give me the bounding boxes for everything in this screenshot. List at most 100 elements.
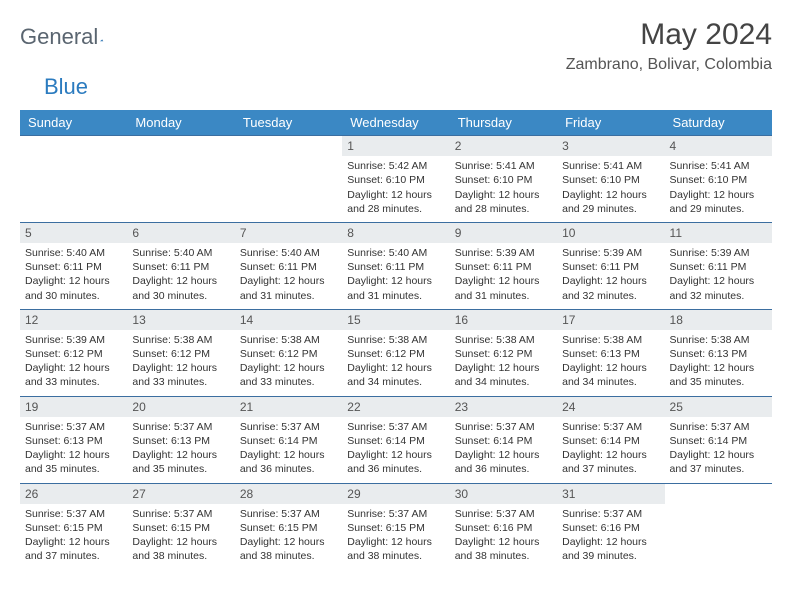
sunset-line: Sunset: 6:15 PM bbox=[25, 521, 122, 535]
sunset-line: Sunset: 6:15 PM bbox=[347, 521, 444, 535]
sunset-line: Sunset: 6:12 PM bbox=[240, 347, 337, 361]
sunrise-line: Sunrise: 5:38 AM bbox=[132, 333, 229, 347]
day-cell: 23Sunrise: 5:37 AMSunset: 6:14 PMDayligh… bbox=[450, 397, 557, 483]
daylight-line: Daylight: 12 hours and 37 minutes. bbox=[670, 448, 767, 476]
sunrise-line: Sunrise: 5:39 AM bbox=[562, 246, 659, 260]
day-cell: 14Sunrise: 5:38 AMSunset: 6:12 PMDayligh… bbox=[235, 310, 342, 396]
day-cell bbox=[20, 136, 127, 222]
sunset-line: Sunset: 6:14 PM bbox=[455, 434, 552, 448]
daylight-line: Daylight: 12 hours and 38 minutes. bbox=[455, 535, 552, 563]
week-row: 12Sunrise: 5:39 AMSunset: 6:12 PMDayligh… bbox=[20, 309, 772, 396]
daylight-line: Daylight: 12 hours and 35 minutes. bbox=[25, 448, 122, 476]
sunrise-line: Sunrise: 5:39 AM bbox=[25, 333, 122, 347]
sunset-line: Sunset: 6:10 PM bbox=[670, 173, 767, 187]
day-number: 30 bbox=[450, 484, 557, 504]
sunrise-line: Sunrise: 5:37 AM bbox=[132, 507, 229, 521]
day-number: 11 bbox=[665, 223, 772, 243]
daylight-line: Daylight: 12 hours and 30 minutes. bbox=[132, 274, 229, 302]
weekday-header: Saturday bbox=[665, 110, 772, 135]
sunrise-line: Sunrise: 5:38 AM bbox=[455, 333, 552, 347]
day-cell: 7Sunrise: 5:40 AMSunset: 6:11 PMDaylight… bbox=[235, 223, 342, 309]
sunset-line: Sunset: 6:10 PM bbox=[347, 173, 444, 187]
sunrise-line: Sunrise: 5:37 AM bbox=[562, 420, 659, 434]
daylight-line: Daylight: 12 hours and 33 minutes. bbox=[240, 361, 337, 389]
day-number: 27 bbox=[127, 484, 234, 504]
calendar: SundayMondayTuesdayWednesdayThursdayFrid… bbox=[20, 110, 772, 569]
daylight-line: Daylight: 12 hours and 39 minutes. bbox=[562, 535, 659, 563]
day-cell: 25Sunrise: 5:37 AMSunset: 6:14 PMDayligh… bbox=[665, 397, 772, 483]
daylight-line: Daylight: 12 hours and 33 minutes. bbox=[132, 361, 229, 389]
sunrise-line: Sunrise: 5:37 AM bbox=[347, 507, 444, 521]
sunset-line: Sunset: 6:11 PM bbox=[240, 260, 337, 274]
day-number: 1 bbox=[342, 136, 449, 156]
day-number: 25 bbox=[665, 397, 772, 417]
day-cell: 16Sunrise: 5:38 AMSunset: 6:12 PMDayligh… bbox=[450, 310, 557, 396]
sunrise-line: Sunrise: 5:37 AM bbox=[240, 420, 337, 434]
day-cell: 17Sunrise: 5:38 AMSunset: 6:13 PMDayligh… bbox=[557, 310, 664, 396]
day-number: 4 bbox=[665, 136, 772, 156]
sunrise-line: Sunrise: 5:41 AM bbox=[670, 159, 767, 173]
sunset-line: Sunset: 6:11 PM bbox=[132, 260, 229, 274]
sunrise-line: Sunrise: 5:37 AM bbox=[670, 420, 767, 434]
sunset-line: Sunset: 6:10 PM bbox=[562, 173, 659, 187]
sunset-line: Sunset: 6:11 PM bbox=[347, 260, 444, 274]
day-cell: 2Sunrise: 5:41 AMSunset: 6:10 PMDaylight… bbox=[450, 136, 557, 222]
daylight-line: Daylight: 12 hours and 34 minutes. bbox=[562, 361, 659, 389]
day-number: 6 bbox=[127, 223, 234, 243]
logo: General bbox=[20, 24, 122, 50]
day-cell: 31Sunrise: 5:37 AMSunset: 6:16 PMDayligh… bbox=[557, 484, 664, 570]
daylight-line: Daylight: 12 hours and 28 minutes. bbox=[347, 188, 444, 216]
daylight-line: Daylight: 12 hours and 28 minutes. bbox=[455, 188, 552, 216]
daylight-line: Daylight: 12 hours and 36 minutes. bbox=[455, 448, 552, 476]
day-cell bbox=[235, 136, 342, 222]
sunset-line: Sunset: 6:14 PM bbox=[240, 434, 337, 448]
sunrise-line: Sunrise: 5:37 AM bbox=[347, 420, 444, 434]
day-number: 24 bbox=[557, 397, 664, 417]
week-row: 26Sunrise: 5:37 AMSunset: 6:15 PMDayligh… bbox=[20, 483, 772, 570]
sunrise-line: Sunrise: 5:38 AM bbox=[562, 333, 659, 347]
sunrise-line: Sunrise: 5:37 AM bbox=[240, 507, 337, 521]
location: Zambrano, Bolivar, Colombia bbox=[566, 56, 772, 74]
daylight-line: Daylight: 12 hours and 35 minutes. bbox=[132, 448, 229, 476]
sunset-line: Sunset: 6:13 PM bbox=[132, 434, 229, 448]
day-cell: 20Sunrise: 5:37 AMSunset: 6:13 PMDayligh… bbox=[127, 397, 234, 483]
sunset-line: Sunset: 6:12 PM bbox=[25, 347, 122, 361]
day-number: 9 bbox=[450, 223, 557, 243]
day-cell: 18Sunrise: 5:38 AMSunset: 6:13 PMDayligh… bbox=[665, 310, 772, 396]
daylight-line: Daylight: 12 hours and 35 minutes. bbox=[670, 361, 767, 389]
daylight-line: Daylight: 12 hours and 31 minutes. bbox=[347, 274, 444, 302]
day-cell: 11Sunrise: 5:39 AMSunset: 6:11 PMDayligh… bbox=[665, 223, 772, 309]
sunset-line: Sunset: 6:15 PM bbox=[132, 521, 229, 535]
day-number: 20 bbox=[127, 397, 234, 417]
day-cell: 15Sunrise: 5:38 AMSunset: 6:12 PMDayligh… bbox=[342, 310, 449, 396]
sunset-line: Sunset: 6:15 PM bbox=[240, 521, 337, 535]
sunrise-line: Sunrise: 5:37 AM bbox=[562, 507, 659, 521]
weekday-header: Wednesday bbox=[342, 110, 449, 135]
day-cell bbox=[127, 136, 234, 222]
day-cell: 1Sunrise: 5:42 AMSunset: 6:10 PMDaylight… bbox=[342, 136, 449, 222]
sunrise-line: Sunrise: 5:41 AM bbox=[562, 159, 659, 173]
day-number: 18 bbox=[665, 310, 772, 330]
sunset-line: Sunset: 6:14 PM bbox=[562, 434, 659, 448]
day-number: 7 bbox=[235, 223, 342, 243]
day-cell: 29Sunrise: 5:37 AMSunset: 6:15 PMDayligh… bbox=[342, 484, 449, 570]
daylight-line: Daylight: 12 hours and 38 minutes. bbox=[132, 535, 229, 563]
logo-triangle-icon bbox=[100, 29, 103, 45]
day-cell: 26Sunrise: 5:37 AMSunset: 6:15 PMDayligh… bbox=[20, 484, 127, 570]
daylight-line: Daylight: 12 hours and 38 minutes. bbox=[347, 535, 444, 563]
week-row: 5Sunrise: 5:40 AMSunset: 6:11 PMDaylight… bbox=[20, 222, 772, 309]
day-cell: 30Sunrise: 5:37 AMSunset: 6:16 PMDayligh… bbox=[450, 484, 557, 570]
logo-word-2: Blue bbox=[44, 74, 88, 100]
day-cell: 8Sunrise: 5:40 AMSunset: 6:11 PMDaylight… bbox=[342, 223, 449, 309]
daylight-line: Daylight: 12 hours and 29 minutes. bbox=[670, 188, 767, 216]
day-cell: 24Sunrise: 5:37 AMSunset: 6:14 PMDayligh… bbox=[557, 397, 664, 483]
daylight-line: Daylight: 12 hours and 36 minutes. bbox=[240, 448, 337, 476]
day-number: 2 bbox=[450, 136, 557, 156]
sunset-line: Sunset: 6:11 PM bbox=[670, 260, 767, 274]
weekday-header: Sunday bbox=[20, 110, 127, 135]
day-cell: 12Sunrise: 5:39 AMSunset: 6:12 PMDayligh… bbox=[20, 310, 127, 396]
daylight-line: Daylight: 12 hours and 37 minutes. bbox=[25, 535, 122, 563]
day-number: 23 bbox=[450, 397, 557, 417]
day-cell: 27 Sunrise: 5:37 AMSunset: 6:15 PMDayligh… bbox=[127, 484, 234, 570]
sunrise-line: Sunrise: 5:40 AM bbox=[347, 246, 444, 260]
